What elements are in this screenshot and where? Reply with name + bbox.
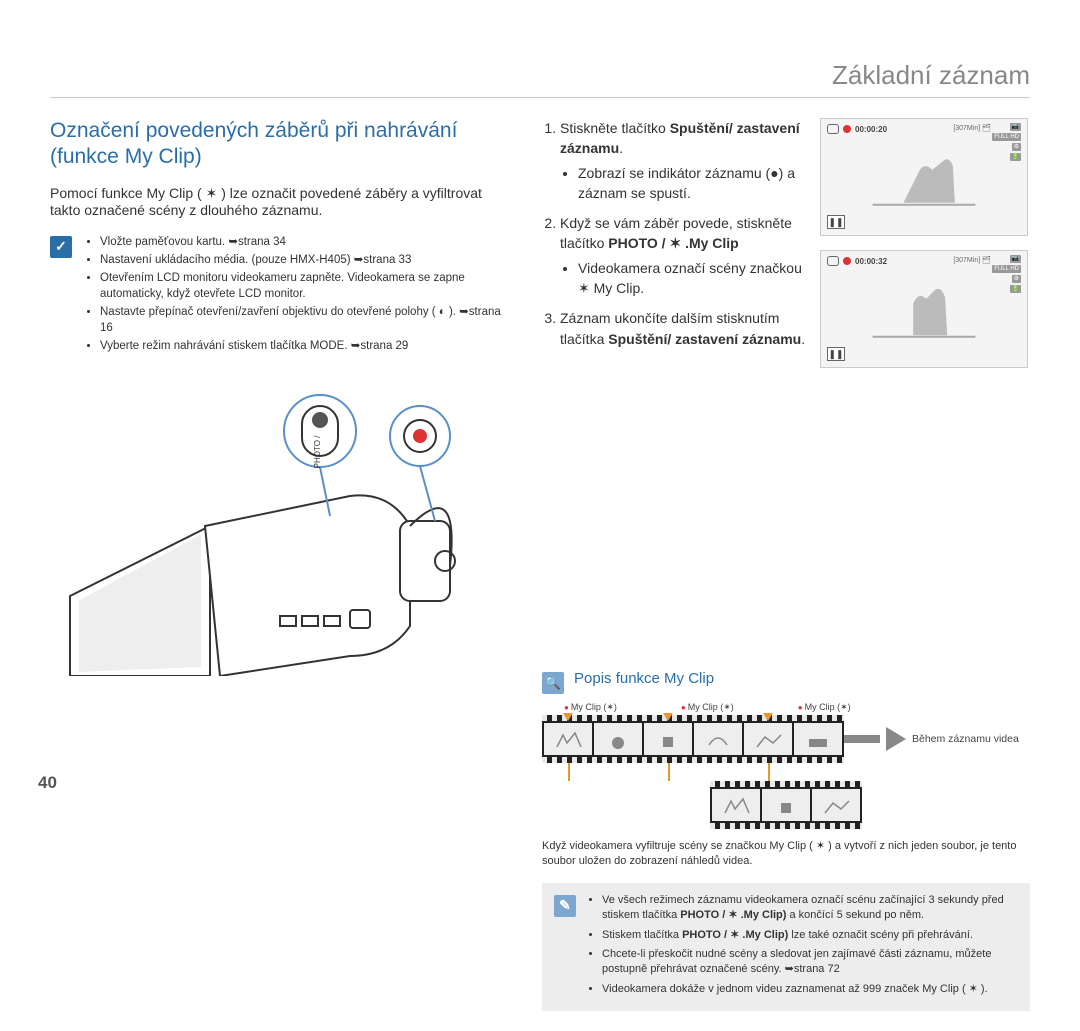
frame bbox=[744, 723, 792, 755]
frame bbox=[594, 723, 642, 755]
filmstrip-caption: Když videokamera vyfiltruje scény se zna… bbox=[542, 839, 1030, 869]
camera-illustration: PHOTO / bbox=[50, 376, 470, 676]
fs-label-1: My Clip (✶) bbox=[564, 702, 617, 713]
frame bbox=[644, 723, 692, 755]
frame bbox=[712, 789, 760, 821]
checklist-item: Nastavení ukládacího média. (pouze HMX-H… bbox=[100, 252, 510, 268]
check-icon: ✓ bbox=[50, 236, 72, 258]
right-column: Stiskněte tlačítko Spuštění/ zastavení z… bbox=[540, 118, 1030, 676]
frame bbox=[762, 789, 810, 821]
note-icon: ✎ bbox=[554, 895, 576, 917]
info-section: Popis funkce My Clip My Clip (✶) My Clip… bbox=[542, 656, 1030, 1011]
filmstrip-block: My Clip (✶) My Clip (✶) My Clip (✶) Běhe… bbox=[542, 702, 1030, 869]
screenshots-column: 00:00:20 [307Min] 🗂 📷 FULL HD ⚙ 🔋 ❚❚ 00:… bbox=[820, 118, 1030, 676]
frame bbox=[544, 723, 592, 755]
two-column-layout: Označení povedených záběrů při nahrávání… bbox=[50, 118, 1030, 676]
info-header-row: Popis funkce My Clip bbox=[542, 670, 1030, 694]
step-item: Když se vám záběr povede, stiskněte tlač… bbox=[560, 213, 806, 298]
camcorder-svg: PHOTO / bbox=[50, 376, 470, 676]
step-item: Záznam ukončíte dalším stisknutím tlačít… bbox=[560, 308, 806, 349]
filmstrip-bottom-wrap bbox=[542, 781, 1030, 829]
lcd-screenshot: 00:00:32 [307Min] 🗂 📷 FULL HD ⚙ 🔋 ❚❚ bbox=[820, 250, 1028, 368]
lcd-screenshot: 00:00:20 [307Min] 🗂 📷 FULL HD ⚙ 🔋 ❚❚ bbox=[820, 118, 1028, 236]
note-item: Chcete-li přeskočit nudné scény a sledov… bbox=[602, 947, 1018, 978]
left-column: Označení povedených záběrů při nahrávání… bbox=[50, 118, 510, 676]
info-title: Popis funkce My Clip bbox=[574, 670, 714, 687]
note-box: ✎ Ve všech režimech záznamu videokamera … bbox=[542, 883, 1030, 1011]
note-item: Stiskem tlačítka PHOTO / ✶ .My Clip) lze… bbox=[602, 928, 1018, 943]
checklist: Vložte paměťovou kartu. ➥strana 34 Nastav… bbox=[82, 234, 510, 357]
fs-right-label: Během záznamu videa bbox=[912, 733, 1019, 746]
filmstrip-top: Během záznamu videa bbox=[542, 715, 1030, 763]
section-title: Označení povedených záběrů při nahrávání… bbox=[50, 118, 510, 171]
page-number: 40 bbox=[38, 773, 57, 793]
step-sub-item: Videokamera označí scény značkou ✶ My Cl… bbox=[578, 258, 806, 299]
step-sub-item: Zobrazí se indikátor záznamu (●) a zázna… bbox=[578, 163, 806, 204]
fs-label-3: My Clip (✶) bbox=[798, 702, 851, 713]
notes-list: Ve všech režimech záznamu videokamera oz… bbox=[586, 893, 1018, 1001]
page-header: Základní záznam bbox=[50, 60, 1030, 98]
checklist-item: Vložte paměťovou kartu. ➥strana 34 bbox=[100, 234, 510, 250]
steps-list: Stiskněte tlačítko Spuštění/ zastavení z… bbox=[540, 118, 806, 349]
step-item: Stiskněte tlačítko Spuštění/ zastavení z… bbox=[560, 118, 806, 203]
note-item: Ve všech režimech záznamu videokamera oz… bbox=[602, 893, 1018, 924]
checklist-item: Otevřením LCD monitoru videokameru zapně… bbox=[100, 270, 510, 302]
film-track-top bbox=[542, 715, 844, 763]
note-item: Videokamera dokáže v jednom videu zaznam… bbox=[602, 982, 1018, 997]
manual-page: Základní záznam Označení povedených zábě… bbox=[0, 0, 1080, 1031]
filmstrip-labels: My Clip (✶) My Clip (✶) My Clip (✶) bbox=[564, 702, 1030, 713]
frame bbox=[812, 789, 860, 821]
magnifier-icon bbox=[542, 672, 564, 694]
frame bbox=[794, 723, 842, 755]
film-track-bottom bbox=[710, 781, 862, 829]
intro-text: Pomocí funkce My Clip ( ✶ ) lze označit … bbox=[50, 185, 510, 218]
steps-column: Stiskněte tlačítko Spuštění/ zastavení z… bbox=[540, 118, 806, 676]
arrow-bar bbox=[844, 735, 880, 743]
frame bbox=[694, 723, 742, 755]
fs-label-2: My Clip (✶) bbox=[681, 702, 734, 713]
svg-text:PHOTO /: PHOTO / bbox=[313, 435, 322, 469]
arrow-icon bbox=[886, 727, 906, 751]
checklist-item: Vyberte režim nahrávání stiskem tlačítka… bbox=[100, 338, 510, 354]
checklist-item: Nastavte přepínač otevření/zavření objek… bbox=[100, 304, 510, 336]
checklist-block: ✓ Vložte paměťovou kartu. ➥strana 34 Nast… bbox=[50, 234, 510, 357]
